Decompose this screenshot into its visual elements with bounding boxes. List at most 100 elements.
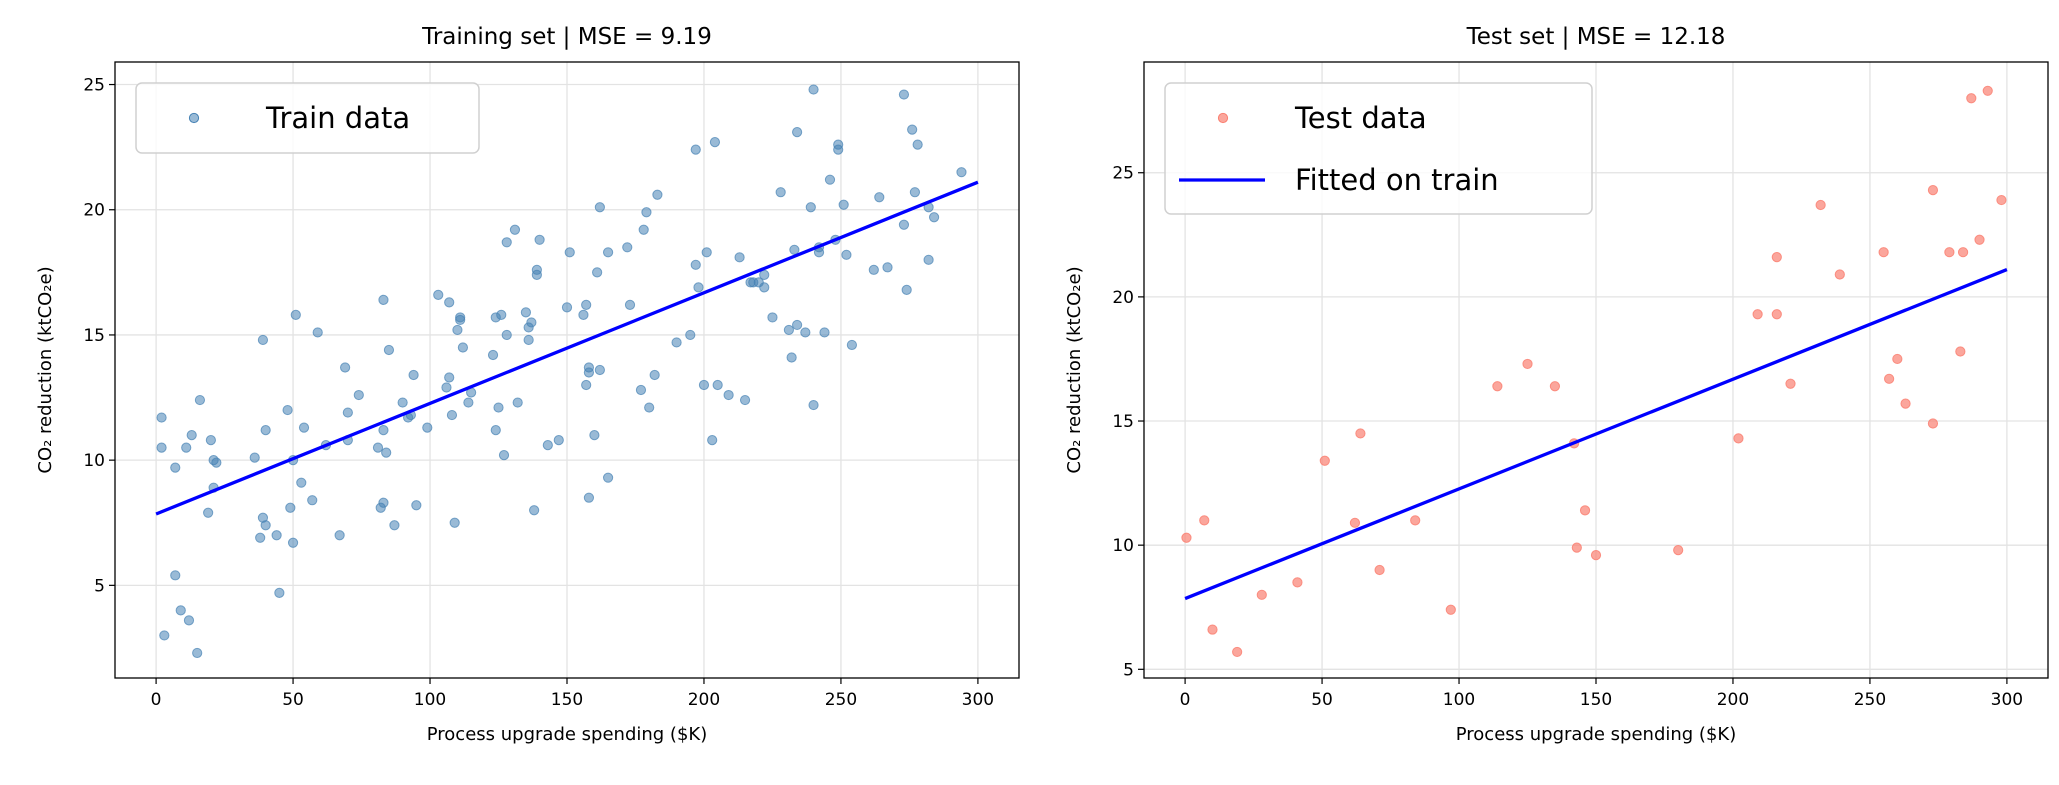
data-point [824, 174, 836, 185]
data-point [690, 259, 701, 270]
data-point [701, 247, 712, 258]
data-point [411, 500, 422, 511]
data-point [285, 502, 296, 513]
x-tick-label: 200 [688, 690, 720, 710]
data-point [529, 505, 540, 516]
data-point [170, 462, 181, 473]
data-point [496, 309, 507, 321]
legend-box [135, 82, 480, 154]
data-point [1445, 604, 1456, 615]
data-point [819, 327, 830, 338]
legend-marker-points [188, 112, 200, 124]
data-point [1996, 194, 2007, 206]
data-point [594, 364, 605, 376]
data-point [1207, 624, 1218, 635]
axes-frame [114, 61, 1020, 679]
subplot-test: 0 50 100 150 200 250 300 5 10 15 20 25 Test set | MS… [1064, 24, 2049, 745]
data-point [1232, 646, 1243, 658]
data-point [846, 339, 857, 351]
data-point [693, 282, 704, 293]
data-point [641, 207, 652, 218]
data-point [353, 389, 364, 401]
data-point [170, 570, 181, 581]
data-point [501, 237, 512, 248]
data-point [712, 379, 723, 391]
data-point [203, 507, 214, 518]
data-point [287, 537, 299, 548]
data-point [581, 379, 592, 391]
legend-label: Fitted on train [1295, 163, 1499, 197]
data-point [334, 530, 345, 541]
data-point [498, 450, 510, 461]
data-point [1579, 505, 1591, 516]
x-tick-label: 0 [151, 690, 162, 710]
data-point [312, 327, 323, 338]
data-point [805, 202, 816, 213]
data-point [553, 435, 564, 446]
data-point [564, 247, 575, 258]
x-axis-label: Process upgrade spending ($K) [1456, 724, 1737, 745]
data-point [792, 319, 803, 331]
data-point [1966, 93, 1977, 104]
data-point [1319, 455, 1330, 466]
data-point [767, 312, 778, 323]
data-point [868, 264, 879, 275]
data-point [372, 442, 384, 453]
data-point [1944, 247, 1955, 258]
data-point [624, 299, 636, 310]
data-point [581, 299, 592, 310]
legend-box [1164, 82, 1593, 215]
data-point [1834, 269, 1845, 280]
subplot-train: 0 50 100 150 200 250 300 5 10 15 20 25 Training set … [35, 24, 1020, 745]
data-point [1955, 346, 1966, 357]
data-point [257, 334, 269, 346]
data-point [1752, 309, 1763, 320]
data-point [156, 412, 167, 423]
data-point [422, 422, 433, 433]
data-point [1892, 353, 1903, 365]
data-point [901, 284, 912, 295]
data-point [408, 369, 419, 381]
data-point [271, 530, 282, 541]
data-point [449, 517, 460, 528]
y-tick-label: 5 [1123, 660, 1134, 680]
data-point [638, 224, 649, 235]
data-point [1199, 515, 1210, 526]
data-point [1522, 358, 1533, 370]
data-point [707, 435, 718, 446]
data-point [282, 404, 293, 416]
data-point [455, 312, 466, 323]
data-point [923, 254, 934, 265]
data-point [1884, 373, 1895, 384]
data-point [759, 282, 770, 293]
data-point [602, 247, 614, 258]
data-point [1374, 564, 1385, 576]
data-point [509, 224, 521, 235]
data-point [274, 587, 285, 598]
y-tick-label: 25 [1112, 164, 1134, 184]
data-point [1292, 577, 1303, 588]
data-point [622, 242, 633, 253]
data-point [378, 424, 389, 436]
data-point [1927, 418, 1939, 429]
data-point [441, 382, 452, 393]
data-point [594, 202, 605, 213]
y-tick-label: 15 [83, 326, 105, 346]
y-tick-label: 15 [1112, 412, 1134, 432]
data-point [1355, 428, 1366, 439]
data-point [1549, 381, 1561, 392]
data-point [709, 137, 721, 148]
y-axis-label: CO₂ reduction (ktCO₂e) [1064, 266, 1085, 473]
data-point [775, 187, 786, 198]
data-point [685, 329, 696, 341]
x-tick-label: 150 [551, 690, 583, 710]
x-tick-label: 200 [1717, 690, 1749, 710]
x-tick-label: 250 [1854, 690, 1886, 710]
chart-title: Training set | MSE = 9.19 [421, 24, 712, 50]
data-point [1957, 247, 1969, 258]
data-point [446, 409, 458, 421]
data-point [534, 234, 545, 245]
data-point [378, 497, 389, 508]
legend: Test data Fitted on train [1164, 82, 1593, 215]
data-point [1771, 252, 1782, 263]
